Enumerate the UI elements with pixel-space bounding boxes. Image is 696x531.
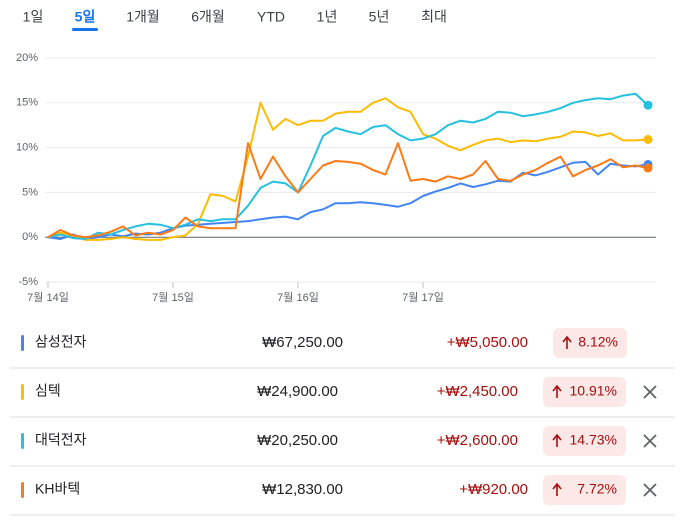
series-color-bar [21,384,24,400]
x-tick-label: 7월 14일 [27,290,69,304]
y-tick-label: 5% [22,186,38,198]
price-change: +₩920.00 [459,481,528,498]
percent-badge [543,475,626,505]
percent-badge [543,377,626,407]
stock-name: 대덕전자 [35,432,87,448]
y-tick-label: -5% [18,276,38,288]
x-tick-label: 7월 15일 [152,290,194,304]
series-color-bar [21,482,24,498]
tab-underline [72,28,98,31]
stock-name: 심텍 [35,383,61,399]
range-tab[interactable]: 6개월 [191,9,225,25]
y-tick-label: 0% [22,231,38,243]
series-line [47,160,649,240]
stock-price: ₩20,250.00 [257,432,338,449]
remove-button[interactable] [643,385,657,399]
remove-button[interactable] [643,434,657,448]
end-dot [643,134,653,144]
stock-price: ₩12,830.00 [262,481,343,498]
series-color-bar [21,335,24,351]
price-change: +₩5,050.00 [447,334,528,351]
range-tab[interactable]: 1일 [23,9,44,25]
percent-badge [553,328,627,358]
series-line [47,92,649,240]
y-tick-label: 15% [16,97,38,109]
price-change: +₩2,600.00 [437,432,518,449]
series-line [47,142,649,239]
percent-change: 7.72% [577,481,617,497]
end-dot [643,163,653,173]
stock-name: 삼성전자 [35,334,87,350]
y-tick-label: 20% [16,52,38,64]
up-arrow-icon [552,384,562,398]
range-tab[interactable]: 1개월 [126,9,160,25]
x-tick-label: 7월 16일 [277,290,319,304]
up-arrow-icon [562,335,572,349]
stock-name: KH바텍 [35,481,80,497]
series-line [47,97,649,241]
range-tab[interactable]: 5년 [369,9,390,25]
percent-badge [543,426,626,456]
percent-change: 14.73% [570,432,617,448]
stock-price: ₩24,900.00 [257,383,338,400]
end-dot [643,100,653,110]
percent-change: 8.12% [578,334,618,350]
range-tab[interactable]: YTD [257,9,285,25]
remove-button[interactable] [643,483,657,497]
price-change: +₩2,450.00 [437,383,518,400]
x-tick-label: 7월 17일 [402,290,444,304]
series-color-bar [21,433,24,449]
percent-change: 10.91% [570,383,617,399]
stock-price: ₩67,250.00 [262,334,343,351]
range-tab[interactable]: 최대 [421,9,447,25]
up-arrow-icon [552,482,562,496]
y-tick-label: 10% [16,142,38,154]
up-arrow-icon [552,433,562,447]
range-tab[interactable]: 5일 [75,9,96,25]
range-tab[interactable]: 1년 [317,9,338,25]
